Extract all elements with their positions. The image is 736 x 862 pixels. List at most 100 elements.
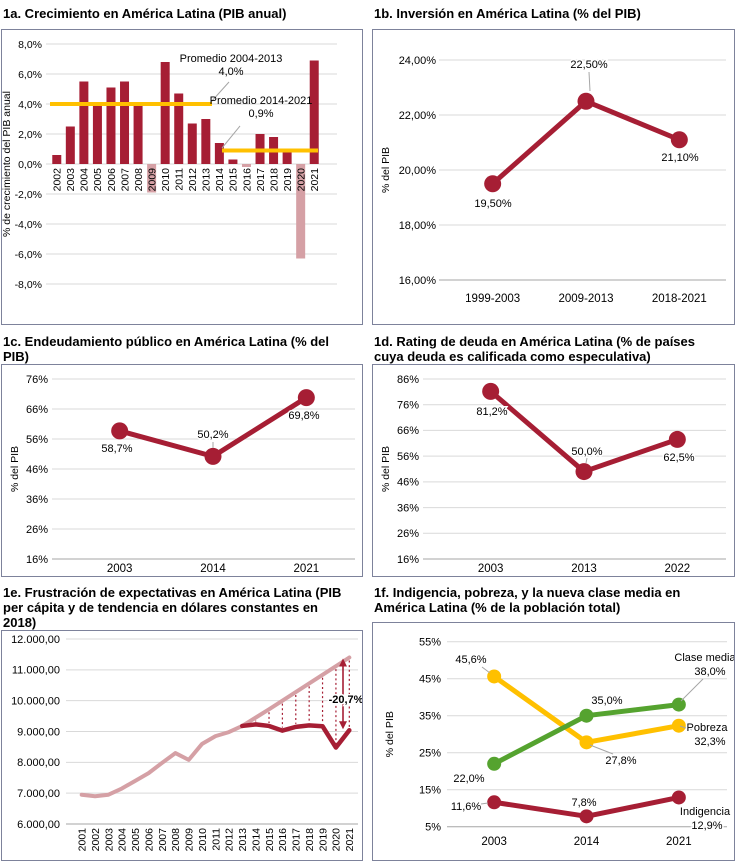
chart-1a-canvas: 8,0% 6,0% 4,0% 2,0% 0,0% -2,0% -4,0% -6,0% -8,0%… [2, 39, 337, 291]
label-leader-line [589, 744, 614, 755]
chart-title-1d: 1d. Rating de deuda en América Latina (%… [374, 334, 695, 365]
svg-text:2008: 2008 [133, 168, 145, 192]
svg-text:2008: 2008 [170, 828, 182, 852]
svg-text:15%: 15% [419, 785, 441, 797]
bar-2013 [201, 119, 211, 164]
svg-text:22,00%: 22,00% [399, 110, 437, 122]
series-Pobreza [487, 669, 686, 750]
svg-text:2014: 2014 [574, 836, 600, 848]
svg-text:2021: 2021 [344, 828, 356, 852]
svg-text:55%: 55% [419, 637, 441, 649]
svg-text:2004: 2004 [79, 168, 91, 192]
drop-arrow-head-up [339, 658, 347, 667]
bar-2002 [52, 155, 62, 164]
svg-text:76%: 76% [26, 374, 48, 386]
data-point-marker [484, 175, 502, 193]
svg-text:2013: 2013 [201, 168, 213, 192]
svg-text:2003: 2003 [107, 563, 133, 575]
svg-text:Promedio 2014-2021: Promedio 2014-2021 [210, 95, 313, 107]
data-point-marker [575, 463, 593, 481]
svg-text:56%: 56% [26, 434, 48, 446]
svg-text:% de crecimiento del PIB anual: % de crecimiento del PIB anual [2, 91, 13, 237]
chart-1f: 55% 45% 35% 25% 15% 5% % del PIB 2003 2014 2021 45… [384, 637, 734, 849]
svg-text:2014: 2014 [200, 563, 226, 575]
svg-text:2021: 2021 [666, 836, 692, 848]
chart-panel-1b: 24,00% 22,00% 20,00% 18,00% 16,00% % del PIB 1… [372, 29, 735, 325]
svg-text:22,0%: 22,0% [453, 773, 484, 785]
gridlines-and-yticks: 86% 76% 66% 56% 46% 36% 26% 16% [397, 374, 726, 566]
svg-text:12,9%: 12,9% [691, 820, 722, 832]
svg-text:16%: 16% [26, 554, 48, 566]
chart-1e: 12.000,00 11.000,00 10.000,00 9.000,00 8.000… [11, 634, 362, 852]
svg-text:2014: 2014 [250, 828, 262, 852]
annotation-leader-line [221, 125, 241, 149]
svg-text:32,3%: 32,3% [694, 736, 725, 748]
svg-text:2009-2013: 2009-2013 [559, 293, 614, 305]
svg-text:26%: 26% [397, 528, 419, 540]
svg-text:% del PIB: % del PIB [9, 446, 21, 492]
svg-text:6,0%: 6,0% [18, 69, 42, 81]
svg-text:2021: 2021 [309, 168, 321, 192]
data-point-marker [579, 708, 594, 723]
svg-text:2009: 2009 [184, 828, 196, 852]
svg-text:46%: 46% [26, 464, 48, 476]
chart-panel-1e: 12.000,00 11.000,00 10.000,00 9.000,00 8.000… [1, 630, 363, 861]
svg-text:7.000,00: 7.000,00 [17, 788, 60, 800]
data-point-marker [668, 430, 686, 448]
svg-text:5%: 5% [425, 822, 441, 834]
bar-2007 [120, 81, 130, 164]
bar-2006 [106, 87, 116, 164]
svg-text:12.000,00: 12.000,00 [11, 634, 60, 646]
svg-text:1999-2003: 1999-2003 [465, 293, 520, 305]
svg-text:11,6%: 11,6% [451, 801, 482, 813]
svg-text:24,00%: 24,00% [399, 55, 437, 67]
chart-title-1b: 1b. Inversión en América Latina (% del P… [374, 6, 641, 21]
svg-text:50,0%: 50,0% [571, 446, 602, 458]
annotation-leader-line [210, 81, 230, 103]
svg-text:4,0%: 4,0% [218, 66, 243, 78]
svg-text:-4,0%: -4,0% [15, 219, 42, 231]
data-point-marker [579, 809, 594, 824]
svg-text:2018: 2018 [268, 168, 280, 192]
bar-2003 [65, 126, 75, 164]
chart-1a: 8,0% 6,0% 4,0% 2,0% 0,0% -2,0% -4,0% -6,0% -8,0%… [2, 39, 337, 291]
svg-text:86%: 86% [397, 374, 419, 386]
svg-text:8.000,00: 8.000,00 [17, 757, 60, 769]
svg-text:% del PIB: % del PIB [384, 711, 396, 757]
svg-text:2006: 2006 [143, 828, 155, 852]
svg-text:Pobreza: Pobreza [687, 722, 729, 734]
chart-panel-1d: 86% 76% 66% 56% 46% 36% 26% 16% % del PIB 2003 201… [372, 364, 735, 577]
svg-text:2012: 2012 [187, 168, 199, 192]
data-point-marker [487, 756, 502, 771]
data-point-marker [671, 697, 686, 712]
svg-text:2011: 2011 [174, 168, 186, 191]
data-point-marker [487, 669, 502, 684]
svg-text:2,0%: 2,0% [18, 129, 42, 141]
svg-text:2019: 2019 [317, 828, 329, 852]
bar-2021 [309, 60, 319, 164]
svg-text:2001: 2001 [76, 828, 88, 852]
chart-panel-1a: 8,0% 6,0% 4,0% 2,0% 0,0% -2,0% -4,0% -6,0% -8,0%… [1, 29, 363, 325]
chart-title-1a: 1a. Crecimiento en América Latina (PIB a… [3, 6, 287, 21]
bar-2012 [187, 123, 197, 164]
svg-text:2021: 2021 [294, 563, 320, 575]
svg-text:25%: 25% [419, 748, 441, 760]
svg-text:2009: 2009 [146, 168, 158, 192]
svg-text:2010: 2010 [160, 168, 172, 192]
data-point-marker [670, 131, 688, 149]
chart-title-1f: 1f. Indigencia, pobreza, y la nueva clas… [374, 585, 681, 616]
series-Inversión [484, 92, 688, 193]
chart-1e-canvas: 12.000,00 11.000,00 10.000,00 9.000,00 8.000… [11, 634, 362, 852]
bar-2015 [228, 159, 238, 164]
svg-text:2015: 2015 [264, 828, 276, 852]
bar-2008 [133, 105, 143, 164]
svg-text:2019: 2019 [282, 168, 294, 192]
data-point-marker [204, 447, 222, 465]
bar-2016 [241, 164, 251, 167]
svg-text:2002: 2002 [52, 168, 64, 192]
svg-text:26%: 26% [26, 524, 48, 536]
svg-text:0,9%: 0,9% [248, 108, 273, 120]
svg-text:Promedio 2004-2013: Promedio 2004-2013 [180, 53, 283, 65]
chart-1b-canvas: 24,00% 22,00% 20,00% 18,00% 16,00% % del PIB 1… [380, 55, 726, 305]
